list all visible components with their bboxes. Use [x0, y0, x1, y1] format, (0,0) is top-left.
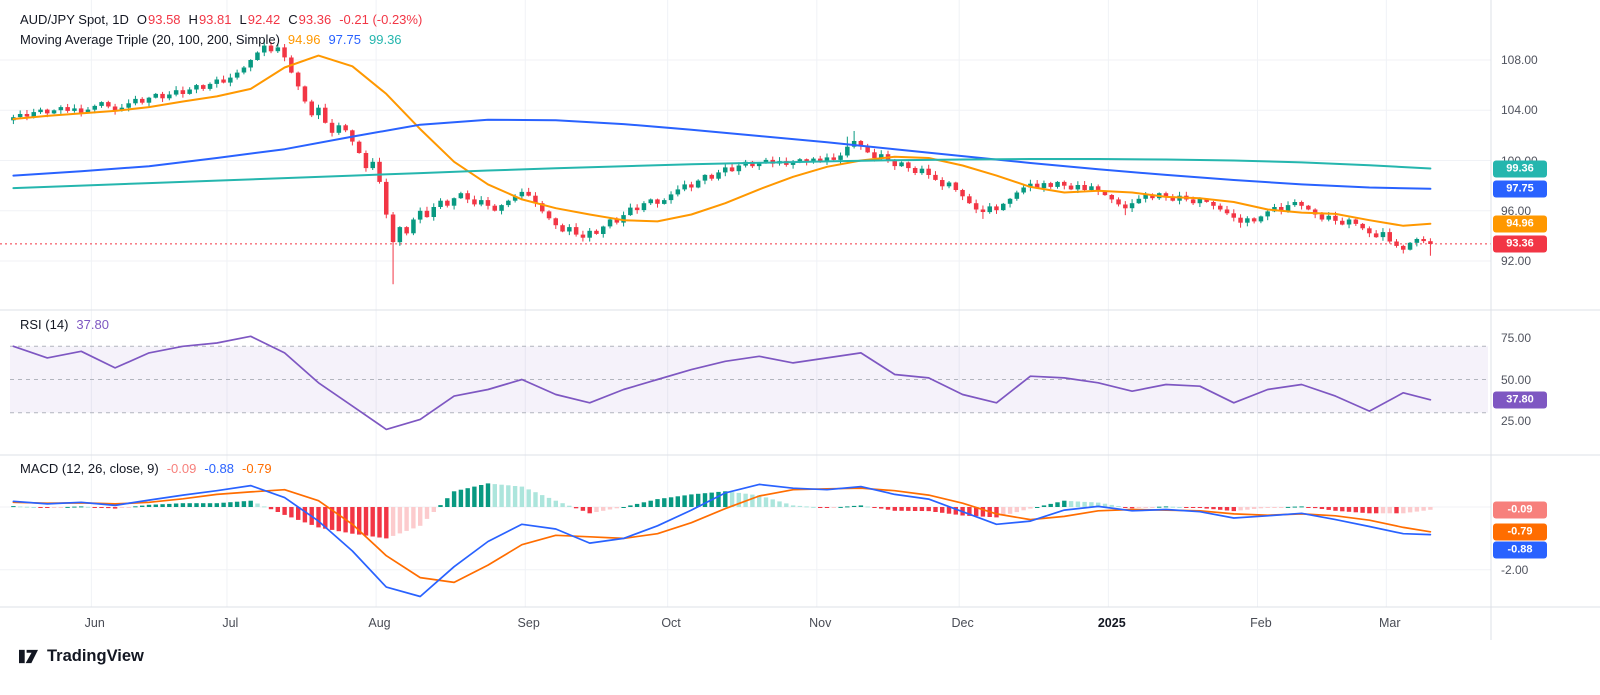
macd-signal-value: -0.79 — [242, 461, 272, 476]
ma-indicator-title: Moving Average Triple (20, 100, 200, Sim… — [20, 32, 280, 47]
price-axis-label: 75.00 — [1501, 331, 1532, 345]
price-change: -0.21 (-0.23%) — [339, 12, 423, 27]
ohlc-low: L 92.42 — [239, 12, 281, 27]
candles — [11, 39, 1433, 285]
ohlc-open: O 93.58 — [136, 12, 181, 27]
symbol-title: AUD/JPY Spot, 1D — [20, 12, 129, 27]
time-axis-label: Feb — [1250, 616, 1272, 630]
macd-lines — [12, 483, 1432, 598]
time-axis-label: Mar — [1378, 616, 1401, 630]
price-badge-ma20: 94.96 — [1493, 215, 1547, 233]
time-axis-label: 2025 — [1097, 616, 1126, 630]
tradingview-glyph-icon — [19, 649, 38, 664]
price-axis-label: 25.00 — [1501, 414, 1532, 429]
price-badge-ma200: 99.36 — [1493, 160, 1547, 178]
price-axis-label: 50.00 — [1501, 372, 1532, 387]
macd-hist-value: -0.09 — [166, 461, 197, 476]
ohlc-high: H 93.81 — [188, 12, 232, 27]
price-badge-rsi: 37.80 — [1493, 391, 1547, 409]
time-axis-label: Dec — [951, 616, 974, 630]
macd-title: MACD (12, 26, close, 9) — [20, 461, 159, 476]
rsi-title: RSI (14) — [20, 317, 69, 332]
price-badge-histBadge: -0.09 — [1493, 501, 1547, 519]
time-axis-label: Nov — [809, 616, 832, 630]
ma100-value: 97.75 — [328, 32, 361, 47]
price-axis-label: 96.00 — [1501, 203, 1532, 218]
ohlc-close: C 93.36 — [288, 12, 332, 27]
rsi-pane[interactable] — [0, 311, 1491, 455]
price-axis-label: 108.00 — [1501, 53, 1538, 67]
rsi-pane-legend[interactable]: RSI (14) 37.80 — [20, 317, 109, 332]
rsi-value: 37.80 — [76, 317, 109, 332]
time-axis-label: Aug — [368, 616, 391, 630]
pane-resize-handle[interactable] — [0, 307, 1491, 314]
time-axis-label: Jun — [84, 616, 105, 630]
macd-line-value: -0.88 — [204, 461, 234, 476]
price-badge-signal: -0.79 — [1493, 523, 1547, 541]
price-axis-label: 92.00 — [1501, 254, 1532, 268]
price-axis[interactable]: 108.00104.00100.0096.0092.0075.0050.0025… — [1491, 0, 1600, 607]
pane-resize-handle[interactable] — [0, 452, 1491, 459]
price-badge-ma100: 97.75 — [1493, 180, 1547, 198]
time-axis-label: Oct — [661, 616, 681, 630]
time-axis[interactable]: Jun Jul Aug Sep Oct Nov Dec 2025 Feb Mar — [0, 607, 1491, 640]
tradingview-logo[interactable]: TradingView — [18, 647, 144, 666]
ma200-value: 99.36 — [369, 32, 402, 47]
time-axis-label: Sep — [517, 616, 540, 630]
tradingview-logo-text: TradingView — [47, 647, 144, 665]
macd-pane[interactable] — [0, 456, 1491, 607]
price-badge-priceBadge: 93.36 — [1493, 235, 1547, 253]
rsi-line — [12, 335, 1432, 431]
moving-averages — [12, 54, 1432, 227]
price-axis-label: -2.00 — [1501, 562, 1529, 577]
time-axis-label: Jul — [222, 616, 239, 630]
price-badge-macd: -0.88 — [1493, 541, 1547, 559]
macd-pane-legend[interactable]: MACD (12, 26, close, 9) -0.09 -0.88 -0.7… — [20, 461, 272, 476]
pane-separators — [0, 0, 1600, 640]
ma20-value: 94.96 — [287, 32, 321, 47]
price-axis-label: 104.00 — [1501, 103, 1538, 118]
ma-indicator-row[interactable]: Moving Average Triple (20, 100, 200, Sim… — [20, 32, 422, 47]
